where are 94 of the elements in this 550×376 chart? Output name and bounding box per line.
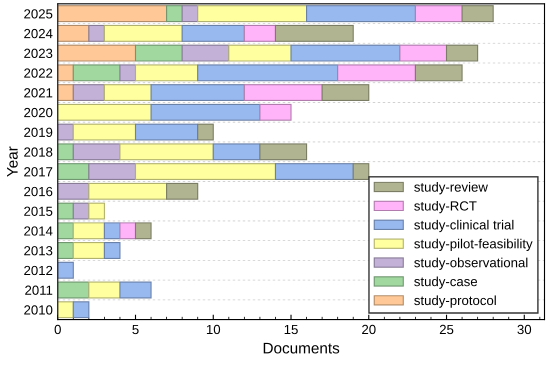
- bar: [166, 182, 198, 200]
- x-tick-label: 0: [54, 324, 61, 334]
- y-tick-label: 2024: [24, 28, 53, 38]
- x-tick-label: 20: [362, 324, 376, 334]
- bar: [72, 301, 90, 318]
- y-tick-label: 2012: [24, 266, 52, 276]
- bar: [119, 222, 136, 240]
- bar: [259, 104, 292, 121]
- legend-label: study-observational: [414, 258, 528, 270]
- bar: [337, 64, 416, 82]
- bar: [88, 182, 168, 200]
- bar: [197, 124, 214, 141]
- bar: [104, 242, 121, 259]
- bar: [58, 262, 74, 279]
- y-tick-label: 2016: [24, 186, 52, 196]
- bar: [414, 5, 463, 22]
- y-tick-label: 2018: [24, 147, 52, 157]
- bar: [182, 5, 198, 22]
- bar: [58, 44, 136, 62]
- y-tick-label: 2025: [24, 9, 52, 19]
- bar: [290, 44, 400, 62]
- bar: [228, 44, 292, 62]
- bar: [88, 202, 105, 220]
- x-axis-title: Documents: [264, 342, 340, 354]
- legend-label: study-case: [414, 276, 478, 289]
- bar: [244, 84, 323, 102]
- legend-label: study-RCT: [414, 200, 477, 214]
- bar: [414, 64, 463, 82]
- bar: [197, 5, 308, 22]
- bar: [166, 5, 183, 22]
- bar: [352, 163, 370, 180]
- bar: [462, 5, 494, 22]
- bar: [72, 64, 121, 82]
- bar: [72, 222, 105, 240]
- bar: [72, 242, 105, 259]
- x-tick-label: 5: [132, 324, 139, 334]
- bar: [58, 24, 90, 42]
- bar: [119, 282, 152, 298]
- y-tick-label: 2011: [25, 286, 52, 295]
- bar: [58, 5, 168, 22]
- bar: [399, 44, 448, 62]
- y-tick-label: 2021: [24, 88, 52, 98]
- bar: [134, 64, 198, 82]
- y-tick-label: 2019: [24, 128, 52, 137]
- bar: [212, 143, 260, 160]
- bar: [58, 163, 90, 180]
- bar: [274, 163, 354, 180]
- y-tick-label: 2013: [24, 246, 52, 256]
- bar: [182, 24, 245, 42]
- bar: [134, 222, 152, 240]
- bar: [244, 24, 276, 42]
- bar: [58, 182, 90, 200]
- legend-label: study-protocol: [414, 295, 496, 308]
- bar: [58, 104, 152, 121]
- bar: [134, 44, 183, 62]
- y-tick-label: 2020: [24, 108, 52, 118]
- bar: [58, 282, 90, 298]
- bar: [104, 24, 183, 42]
- bar: [88, 163, 136, 180]
- y-tick-label: 2017: [24, 167, 52, 176]
- bar: [182, 44, 230, 62]
- bar: [259, 143, 308, 160]
- legend-label: study-clinical trial: [414, 220, 514, 232]
- bar: [446, 44, 478, 62]
- bar: [72, 143, 121, 160]
- x-tick-label: 10: [206, 324, 220, 334]
- bar: [306, 5, 416, 22]
- x-tick-label: 15: [284, 324, 298, 334]
- y-tick-label: 2015: [24, 206, 52, 216]
- bar: [134, 124, 198, 141]
- bar: [119, 64, 136, 82]
- y-tick-label: 2014: [24, 226, 53, 236]
- y-axis-title: Year: [7, 146, 18, 177]
- bar: [104, 84, 152, 102]
- bar: [150, 84, 245, 102]
- bar: [104, 222, 121, 240]
- x-tick-label: 25: [440, 324, 454, 334]
- y-tick-label: 2023: [24, 48, 52, 58]
- bar: [72, 84, 105, 102]
- legend-label: study-review: [414, 182, 488, 194]
- bar: [134, 163, 276, 180]
- bar: [322, 84, 370, 102]
- y-tick-label: 2022: [24, 68, 52, 78]
- bar: [119, 143, 214, 160]
- x-tick-label: 30: [517, 324, 532, 334]
- bar: [274, 24, 354, 42]
- legend-label: study-pilot-feasibility: [414, 238, 533, 252]
- bar: [88, 282, 121, 298]
- bar: [72, 202, 90, 220]
- bar: [197, 64, 338, 82]
- bar: [88, 24, 105, 42]
- bar: [72, 124, 136, 141]
- bar: [150, 104, 260, 121]
- y-tick-label: 2010: [24, 305, 52, 315]
